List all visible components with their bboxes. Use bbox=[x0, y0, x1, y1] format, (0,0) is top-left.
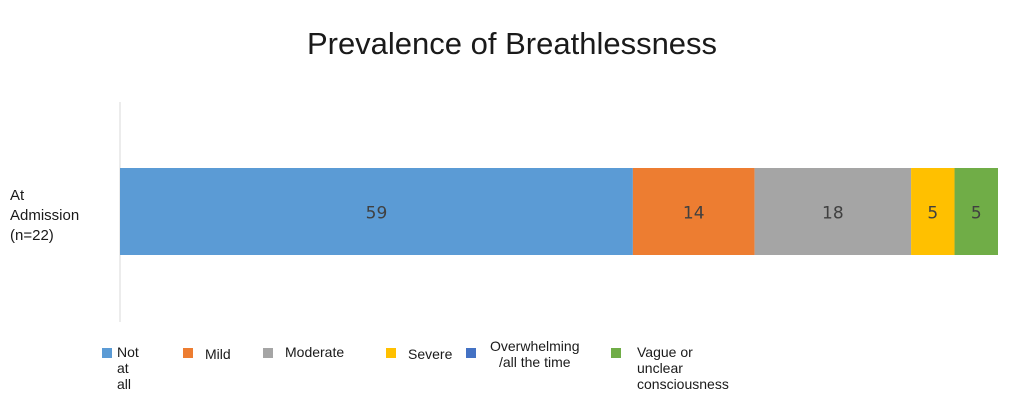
legend-label-moderate: Moderate bbox=[285, 344, 345, 360]
category-label-at-admission: At Admission (n=22) bbox=[10, 187, 80, 244]
legend-label-not-at-all: Not at all bbox=[117, 344, 139, 392]
legend-label-mild: Mild bbox=[205, 346, 231, 362]
legend-swatch-overwhelming-all-the-time bbox=[466, 348, 476, 358]
legend-swatch-severe bbox=[386, 348, 396, 358]
bar-segment-moderate bbox=[754, 168, 912, 255]
bar-segment-not-at-all bbox=[120, 168, 633, 255]
legend-swatch-mild bbox=[183, 348, 193, 358]
data-label-severe: 5 bbox=[927, 204, 938, 224]
chart-title: Prevalence of Breathlessness bbox=[306, 26, 718, 61]
bar-group: 59 14 18 5 5 bbox=[120, 168, 998, 255]
legend-label-vague-or-unclear-consciousness: Vague or unclear consciousness bbox=[637, 344, 729, 392]
data-label-vague-or-unclear-consciousness: 5 bbox=[971, 204, 982, 224]
bar-segment-severe bbox=[911, 168, 955, 255]
bar-segment-mild bbox=[632, 168, 755, 255]
data-label-not-at-all: 59 bbox=[366, 204, 388, 224]
legend-label-severe: Severe bbox=[408, 346, 453, 362]
legend-swatch-vague-or-unclear-consciousness bbox=[611, 348, 621, 358]
legend-label-overwhelming-all-the-time: Overwhelming /all the time bbox=[490, 338, 580, 370]
legend-swatch-not-at-all bbox=[102, 348, 112, 358]
data-label-moderate: 18 bbox=[822, 204, 844, 224]
data-label-mild: 14 bbox=[683, 204, 705, 224]
bar-segment-vague-or-unclear-consciousness bbox=[954, 168, 998, 255]
legend-swatch-moderate bbox=[263, 348, 273, 358]
